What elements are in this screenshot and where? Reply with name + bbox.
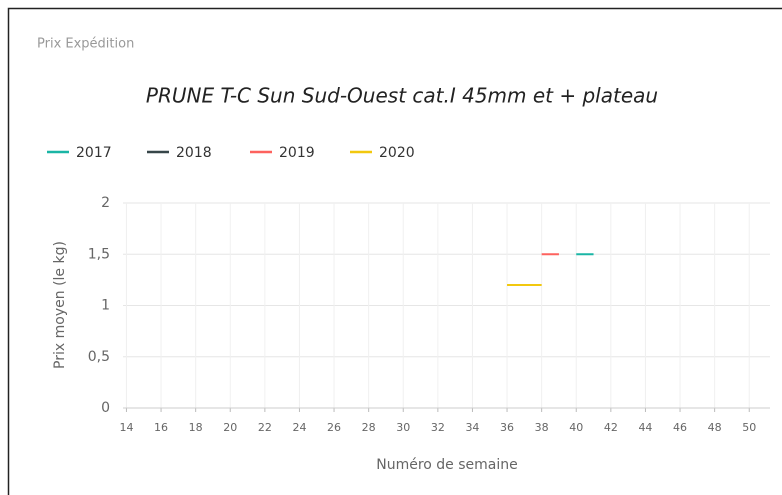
x-axis-label: Numéro de semaine <box>376 457 518 473</box>
x-tick-label: 40 <box>569 421 583 434</box>
x-tick-label: 20 <box>223 421 237 434</box>
frame <box>7 7 782 495</box>
y-tick-label: 1 <box>101 298 110 314</box>
legend-label: 2018 <box>176 145 212 161</box>
legend-label: 2017 <box>76 145 112 161</box>
x-tick-label: 38 <box>535 421 549 434</box>
x-tick-label: 34 <box>465 421 479 434</box>
x-tick-label: 32 <box>431 421 445 434</box>
y-tick-label: 2 <box>101 195 110 211</box>
x-tick-label: 36 <box>500 421 514 434</box>
y-tick-label: 1,5 <box>88 246 110 262</box>
x-tick-label: 28 <box>362 421 376 434</box>
header: Prix Expédition <box>37 37 134 52</box>
x-tick-label: 14 <box>119 421 133 434</box>
x-tick-label: 50 <box>742 421 756 434</box>
x-tick-label: 42 <box>604 421 618 434</box>
x-tick-label: 44 <box>638 421 652 434</box>
legend-label: 2019 <box>279 145 315 161</box>
x-tick-label: 22 <box>258 421 272 434</box>
x-tick-label: 18 <box>189 421 203 434</box>
x-tick-label: 46 <box>673 421 687 434</box>
y-tick-label: 0 <box>101 400 110 416</box>
y-axis-label: Prix moyen (le kg) <box>52 241 68 369</box>
chart-title: PRUNE T-C Sun Sud-Ouest cat.I 45mm et + … <box>146 84 658 108</box>
x-tick-label: 30 <box>396 421 410 434</box>
x-tick-label: 16 <box>154 421 168 434</box>
y-tick-label: 0,5 <box>88 349 110 365</box>
x-tick-label: 48 <box>708 421 722 434</box>
x-tick-label: 26 <box>327 421 341 434</box>
x-tick-label: 24 <box>292 421 306 434</box>
legend-label: 2020 <box>379 145 415 161</box>
